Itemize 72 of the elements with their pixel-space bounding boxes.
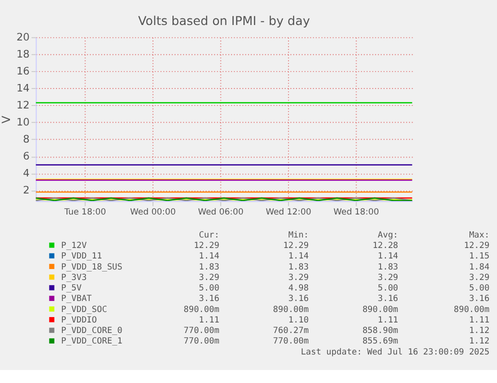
x-tick-label: Wed 06:00 bbox=[198, 206, 244, 217]
text: 890.00m bbox=[184, 304, 220, 314]
legend-label: P_3V3 bbox=[61, 272, 87, 282]
x-tick-label: Wed 18:00 bbox=[333, 206, 380, 217]
text: 1.83 bbox=[288, 261, 309, 272]
text: 1.12 bbox=[469, 336, 490, 346]
text: 12.29 bbox=[464, 240, 490, 250]
x-tick-label: Tue 18:00 bbox=[63, 206, 106, 217]
text: 3.16 bbox=[288, 293, 309, 304]
text: 890.00m bbox=[362, 304, 398, 314]
text: 855.69m bbox=[362, 336, 398, 346]
y-tick-label: 8 bbox=[23, 134, 30, 146]
text: 770.00m bbox=[273, 336, 309, 346]
text: 1.14 bbox=[198, 250, 220, 261]
legend-label: P_12V bbox=[61, 240, 87, 250]
legend-label: P_VDD_18_SUS bbox=[61, 261, 122, 272]
text: 12.29 bbox=[283, 240, 309, 250]
legend-label: P_VDDIO bbox=[61, 314, 97, 324]
y-axis-title: V bbox=[0, 115, 13, 124]
x-tick-label: Wed 00:00 bbox=[130, 206, 176, 217]
text: 890.00m bbox=[454, 304, 490, 314]
text: 3.16 bbox=[469, 293, 490, 304]
text: 12.28 bbox=[372, 240, 398, 250]
legend-label: P_VDD_CORE_0 bbox=[61, 325, 122, 336]
y-tick-label: 18 bbox=[16, 48, 30, 61]
text: 1.10 bbox=[288, 314, 309, 324]
text: 4.98 bbox=[288, 282, 309, 293]
text: 1.11 bbox=[469, 314, 490, 324]
y-tick-label: 14 bbox=[16, 82, 30, 95]
text: Avg: bbox=[378, 229, 398, 240]
text: Max: bbox=[469, 229, 490, 240]
text: 3.29 bbox=[378, 272, 398, 282]
text: 3.29 bbox=[469, 272, 490, 282]
text: 1.12 bbox=[469, 325, 490, 336]
y-tick-label: 6 bbox=[23, 150, 30, 163]
text: 3.29 bbox=[288, 272, 309, 282]
text: 1.83 bbox=[198, 261, 220, 272]
text: 1.14 bbox=[288, 250, 309, 261]
text: 5.00 bbox=[469, 282, 490, 293]
text: 1.11 bbox=[378, 314, 398, 324]
y-tick-label: 2 bbox=[23, 184, 30, 197]
text: 1.11 bbox=[198, 314, 220, 324]
legend-label: P_5V bbox=[61, 282, 82, 293]
legend-label: P_VDD_11 bbox=[61, 250, 102, 261]
legend-label: P_VBAT bbox=[61, 293, 92, 304]
legend-label: P_VDD_SOC bbox=[61, 304, 108, 314]
text: 5.00 bbox=[198, 282, 220, 293]
chart-title: Volts based on IPMI - by day bbox=[138, 14, 310, 28]
text: 770.00m bbox=[184, 336, 220, 346]
text: 890.00m bbox=[273, 304, 309, 314]
text: 770.00m bbox=[184, 325, 220, 336]
y-tick-label: 4 bbox=[23, 168, 30, 180]
text: 3.29 bbox=[198, 272, 220, 282]
y-tick-label: 12 bbox=[16, 100, 30, 112]
y-tick-label: 20 bbox=[16, 32, 30, 44]
y-tick-label: 16 bbox=[16, 66, 30, 78]
text: Min: bbox=[288, 229, 309, 240]
legend-label: P_VDD_CORE_1 bbox=[61, 336, 122, 346]
text: 12.29 bbox=[194, 240, 220, 250]
text: 1.14 bbox=[378, 250, 398, 261]
text: 858.90m bbox=[362, 325, 398, 336]
text: 1.84 bbox=[469, 261, 490, 272]
text: 1.15 bbox=[469, 250, 490, 261]
text: 1.83 bbox=[378, 261, 398, 272]
text: Cur: bbox=[198, 229, 220, 240]
text: 760.27m bbox=[273, 325, 309, 336]
text: Last update: Wed Jul 16 23:00:09 2025 bbox=[300, 346, 490, 356]
y-tick-label: 10 bbox=[16, 116, 30, 129]
text: 3.16 bbox=[198, 293, 220, 304]
x-tick-label: Wed 12:00 bbox=[266, 206, 312, 217]
text: 5.00 bbox=[378, 282, 398, 293]
text: 3.16 bbox=[378, 293, 398, 304]
